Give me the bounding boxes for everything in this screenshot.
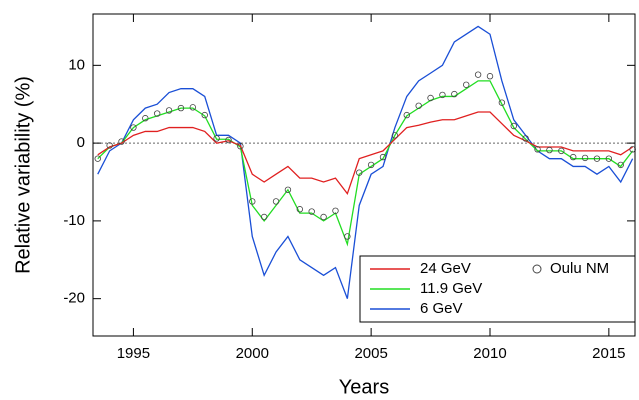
data-point [237, 143, 244, 150]
legend-label: 6 GeV [420, 300, 463, 317]
data-point [153, 110, 161, 117]
data-point [510, 122, 517, 130]
data-point [260, 213, 268, 221]
data-point [391, 132, 399, 139]
data-point [142, 115, 149, 122]
x-tick-label: 2015 [592, 345, 625, 362]
series-line [97, 80, 634, 247]
series-line [97, 25, 634, 299]
legend-label: 24 GeV [420, 260, 471, 277]
data-point [106, 142, 113, 149]
data-point [463, 81, 470, 88]
data-point [558, 147, 565, 155]
data-point [272, 198, 280, 205]
data-point [486, 73, 494, 80]
data-point [367, 161, 375, 169]
plot-frame [92, 13, 636, 337]
data-point [249, 198, 256, 205]
data-point [617, 161, 624, 169]
legend-label: 11.9 GeV [420, 280, 482, 297]
data-point [427, 94, 434, 102]
series-line [97, 111, 633, 196]
data-point [593, 155, 601, 162]
legend-label: Oulu NM [550, 260, 609, 277]
x-axis-label: Years [339, 376, 389, 398]
x-tick-label: 2005 [354, 345, 387, 362]
data-point [379, 153, 387, 161]
y-tick-label: -20 [63, 290, 85, 307]
y-axis-label: Relative variability (%) [12, 76, 34, 274]
data-point [225, 136, 232, 144]
x-tick-label: 1995 [117, 345, 150, 362]
data-point [94, 155, 101, 162]
data-point [296, 206, 304, 213]
data-point [546, 146, 553, 154]
data-point [569, 153, 577, 161]
data-point [308, 208, 315, 215]
data-point [474, 71, 482, 78]
data-point [118, 138, 125, 145]
data-point [177, 104, 185, 112]
y-tick-label: 10 [68, 56, 85, 73]
data-point [130, 124, 137, 131]
y-tick-label: -10 [63, 212, 85, 229]
data-point [415, 102, 422, 109]
data-point [498, 99, 506, 106]
data-point [451, 90, 458, 98]
x-tick-label: 2000 [236, 345, 269, 362]
legend-swatch [532, 264, 542, 274]
data-point [165, 107, 173, 114]
data-point [213, 135, 220, 142]
data-point [201, 111, 208, 119]
data-point [189, 104, 197, 111]
data-point [332, 207, 339, 214]
data-point [284, 186, 292, 193]
y-tick-label: 0 [77, 134, 85, 151]
data-point [439, 91, 446, 99]
data-point [344, 233, 351, 240]
data-point [534, 146, 541, 153]
data-point [320, 213, 327, 221]
x-tick-label: 2010 [473, 345, 506, 362]
data-point [581, 154, 589, 162]
data-point [605, 155, 613, 162]
data-point [522, 135, 529, 142]
data-point [356, 169, 363, 176]
data-point [403, 111, 410, 119]
